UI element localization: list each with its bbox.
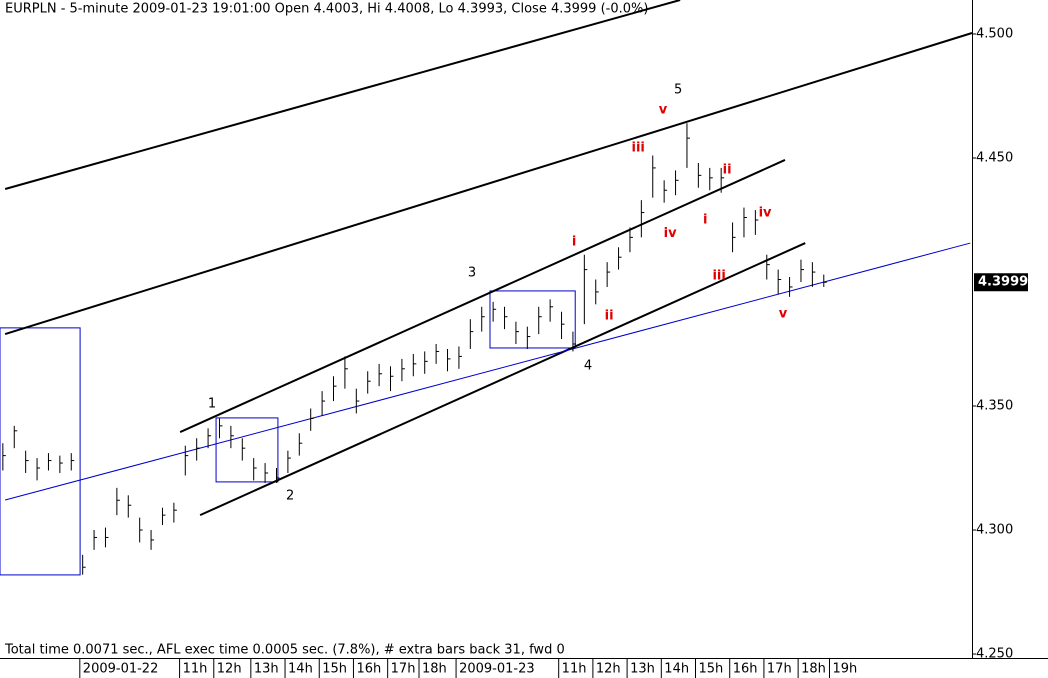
x-tick-label: 17h — [391, 662, 416, 677]
x-tick-label: 11h — [183, 662, 208, 677]
x-tick-label: 18h — [422, 662, 447, 677]
trendline — [5, 242, 971, 501]
wave-label: iv — [664, 226, 677, 241]
x-tick-label: 12h — [217, 662, 242, 677]
trendline — [4, 0, 681, 190]
x-tick-label: 11h — [562, 662, 587, 677]
wave-label: 3 — [468, 266, 476, 281]
chart-title: EURPLN - 5-minute 2009-01-23 19:01:00 Op… — [5, 2, 648, 17]
last-price-box — [974, 273, 1028, 292]
wave-label: i — [703, 212, 707, 227]
wave-label: 4 — [584, 359, 592, 374]
box — [0, 327, 81, 576]
x-tick-label: 19h — [832, 662, 857, 677]
x-tick-label: 18h — [801, 662, 826, 677]
trendline — [179, 159, 786, 433]
x-tick-label: 16h — [733, 662, 758, 677]
box — [489, 290, 576, 349]
wave-label: 1 — [208, 397, 216, 412]
y-tick-label: 4.250 — [976, 647, 1013, 662]
trendline — [4, 32, 973, 336]
x-tick-label: 15h — [699, 662, 724, 677]
y-tick-label: 4.450 — [976, 150, 1013, 165]
wave-label: 2 — [286, 489, 294, 504]
footer-text: Total time 0.0071 sec., AFL exec time 0.… — [4, 643, 565, 658]
y-tick-label: 4.350 — [976, 399, 1013, 414]
wave-label: 5 — [674, 83, 682, 98]
x-tick-label: 2009-01-23 — [459, 662, 535, 677]
wave-label: i — [572, 235, 576, 250]
box — [215, 417, 279, 483]
wave-label: ii — [605, 308, 614, 323]
x-tick-label: 14h — [288, 662, 313, 677]
x-tick-label: 17h — [767, 662, 792, 677]
last-price-label: 4.3999 — [978, 275, 1028, 290]
x-tick-label: 14h — [664, 662, 689, 677]
wave-label: v — [659, 102, 668, 117]
y-tick-label: 4.500 — [976, 26, 1013, 41]
x-tick-label: 16h — [356, 662, 381, 677]
y-tick-label: 4.300 — [976, 523, 1013, 538]
x-tick-label: 13h — [254, 662, 279, 677]
wave-label: iii — [632, 141, 645, 156]
x-tick-label: 13h — [630, 662, 655, 677]
trendline — [199, 242, 806, 517]
wave-label: ii — [723, 162, 732, 177]
wave-label: v — [779, 306, 788, 321]
x-tick-label: 12h — [596, 662, 621, 677]
x-tick-label: 2009-01-22 — [83, 662, 159, 677]
wave-label: iv — [759, 206, 772, 221]
wave-label: iii — [712, 269, 725, 284]
x-tick-label: 15h — [322, 662, 347, 677]
